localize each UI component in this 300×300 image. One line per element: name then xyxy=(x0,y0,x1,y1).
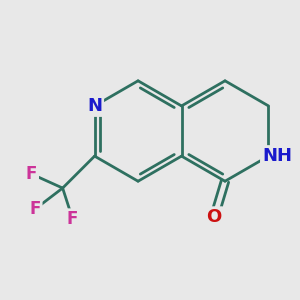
Text: N: N xyxy=(87,97,102,115)
Text: NH: NH xyxy=(262,147,292,165)
Text: O: O xyxy=(207,208,222,226)
Text: F: F xyxy=(67,210,78,228)
Text: F: F xyxy=(29,200,41,218)
Text: F: F xyxy=(26,165,37,183)
